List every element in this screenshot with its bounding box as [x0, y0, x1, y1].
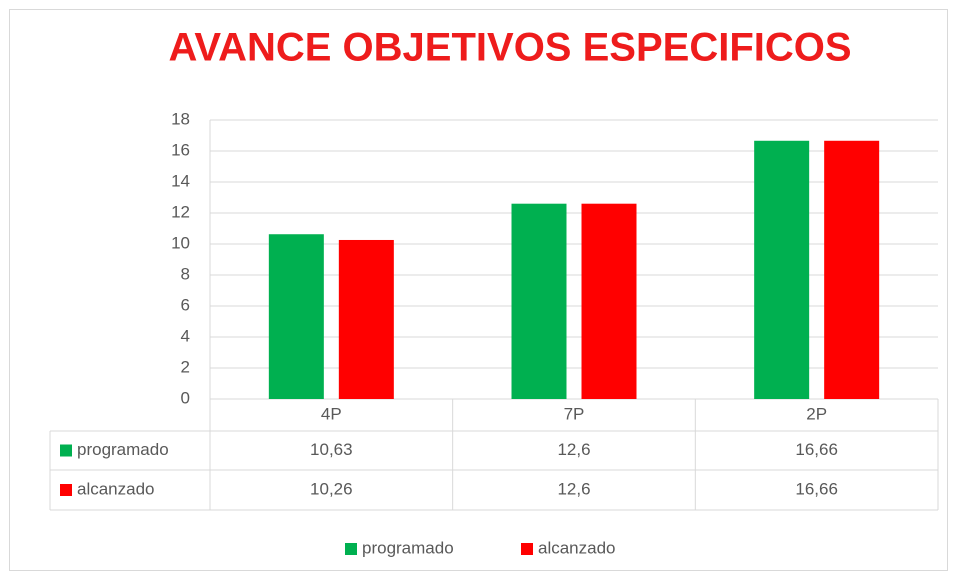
- bar: [268, 234, 324, 399]
- x-tick-label: 4P: [321, 404, 342, 423]
- y-tick-label: 16: [171, 140, 190, 159]
- table-value: 10,26: [310, 479, 353, 498]
- y-tick-label: 14: [171, 171, 190, 190]
- table-series-name: alcanzado: [77, 479, 155, 498]
- y-tick-label: 10: [171, 233, 190, 252]
- table-series-name: programado: [77, 440, 169, 459]
- table-legend-key: [60, 444, 72, 457]
- bar: [824, 140, 880, 399]
- table-legend-key: [60, 484, 72, 496]
- table-value: 12,6: [557, 479, 590, 498]
- y-tick-label: 12: [171, 202, 190, 221]
- chart-title: AVANCE OBJETIVOS ESPECIFICOS: [168, 26, 851, 70]
- legend-label: programado: [362, 538, 454, 557]
- legend-label: alcanzado: [538, 538, 616, 557]
- x-tick-label: 7P: [564, 404, 585, 423]
- bar: [511, 203, 567, 399]
- x-tick-label: 2P: [806, 404, 827, 423]
- y-tick-label: 4: [181, 326, 190, 345]
- bar: [338, 239, 394, 399]
- table-value: 10,63: [310, 440, 353, 459]
- bar: [581, 203, 637, 399]
- legend-key: [521, 543, 533, 555]
- y-tick-label: 18: [171, 109, 190, 128]
- table-value: 12,6: [557, 440, 590, 459]
- table-value: 16,66: [795, 479, 838, 498]
- table-value: 16,66: [795, 440, 838, 459]
- bar: [754, 140, 810, 399]
- y-tick-label: 0: [181, 388, 190, 407]
- legend-key: [345, 543, 357, 555]
- y-tick-label: 2: [181, 357, 190, 376]
- y-tick-label: 8: [181, 264, 190, 283]
- y-tick-label: 6: [181, 295, 190, 314]
